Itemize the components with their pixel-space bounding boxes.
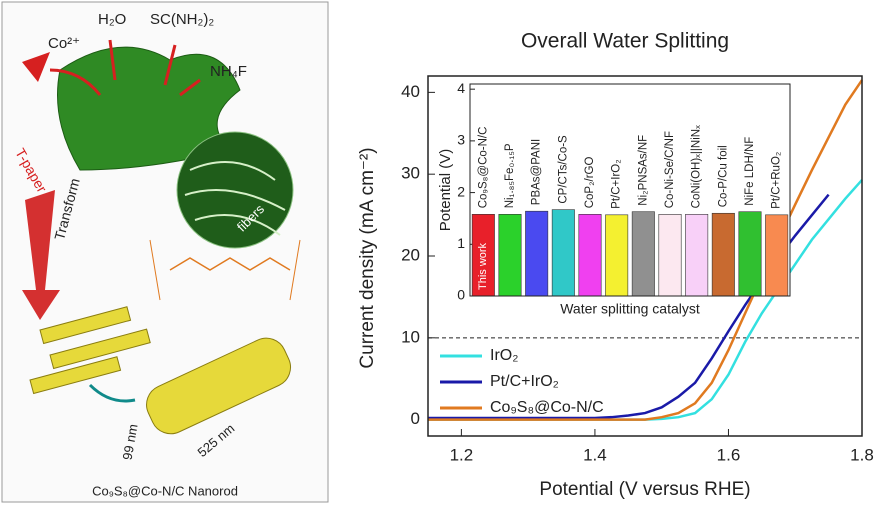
cellulose-structure <box>169 257 291 271</box>
inset-background <box>470 84 790 296</box>
bar <box>525 210 549 297</box>
category-label: Ni₁.₈₅Fe₀.₁₅P <box>504 143 516 208</box>
category-label: Co-Ni-Se/C/NF <box>664 131 676 208</box>
x-axis-label: Potential (V versus RHE) <box>539 479 750 500</box>
arrow <box>88 383 136 403</box>
x-axis-label: Water splitting catalyst <box>560 301 700 317</box>
bar <box>498 214 522 297</box>
nanorods <box>29 306 291 435</box>
inset-frame <box>469 83 791 297</box>
caption: Co₉S₈@Co-N/C Nanorod <box>92 483 238 498</box>
x-tick-label: 1.2 <box>450 445 474 464</box>
bar <box>578 214 602 297</box>
x-tick-label: 1.4 <box>583 445 607 464</box>
arrow <box>49 68 102 96</box>
y-axis-label: Current density (mA cm⁻²) <box>357 147 378 368</box>
y-tick-label: 30 <box>401 164 420 183</box>
y-tick-label: 10 <box>401 327 420 346</box>
category-label: Pt/C+IrO₂ <box>611 159 623 209</box>
y-axis-label: Potential (V) <box>437 149 454 232</box>
legend-label: Pt/C+IrO₂ <box>490 373 559 390</box>
legend-label: Co₉S₈@Co-N/C <box>490 399 604 416</box>
label: 99 nm <box>120 423 141 461</box>
y-tick-label: 0 <box>457 287 465 303</box>
category-label: PBAs@PANI <box>531 139 543 205</box>
arrow <box>108 39 117 81</box>
transform-arrow <box>22 190 60 320</box>
category-label: Co-P/Cu foil <box>717 145 729 207</box>
category-label: Pt/C+RuO₂ <box>771 152 783 209</box>
bar <box>658 214 682 297</box>
bar <box>711 212 735 297</box>
y-tick-label: 40 <box>401 82 420 101</box>
y-tick-label: 4 <box>457 80 465 96</box>
label: Co²⁺ <box>48 35 80 52</box>
y-tick-label: 0 <box>411 409 420 428</box>
y-tick-label: 1 <box>457 235 465 251</box>
category-label: Co₉S₈@Co-N/C <box>477 127 489 209</box>
schematic: Co²⁺ H₂O SC(NH₂)₂ NH₄F T-paper fibers Tr… <box>1 1 329 503</box>
category-label: CP/CTs/Co-S <box>557 135 569 204</box>
x-tick-label: 1.8 <box>850 445 874 464</box>
label: NH₄F <box>210 63 247 80</box>
category-label: Ni₂PNSAs/NF <box>637 135 649 206</box>
plot-frame <box>427 75 863 437</box>
legend-label: IrO₂ <box>490 347 518 364</box>
bar <box>685 214 709 297</box>
cobalt-icon <box>22 52 50 82</box>
paper-sheet <box>57 46 241 171</box>
bar <box>551 209 575 297</box>
bar <box>738 211 762 297</box>
fiber-zoom <box>176 131 294 249</box>
bar <box>765 214 789 297</box>
annotation: This work <box>477 242 489 290</box>
arrow <box>179 78 201 97</box>
bar <box>631 211 655 297</box>
y-tick-label: 2 <box>457 183 465 199</box>
category-label: CoP₂/rGO <box>584 156 596 208</box>
arrow <box>163 44 177 86</box>
category-label: CoNi(OH)ₓ||NiNₓ <box>691 125 703 208</box>
cellulose-bracket <box>149 239 301 301</box>
fibers <box>184 161 286 236</box>
chart-title: Overall Water Splitting <box>521 30 729 53</box>
x-tick-label: 1.6 <box>717 445 741 464</box>
label: SC(NH₂)₂ <box>150 11 214 28</box>
category-label: NiFe LDH/NF <box>744 137 756 206</box>
label: H₂O <box>98 11 126 28</box>
y-tick-label: 20 <box>401 245 420 264</box>
bar <box>605 214 629 297</box>
y-tick-label: 3 <box>457 132 465 148</box>
